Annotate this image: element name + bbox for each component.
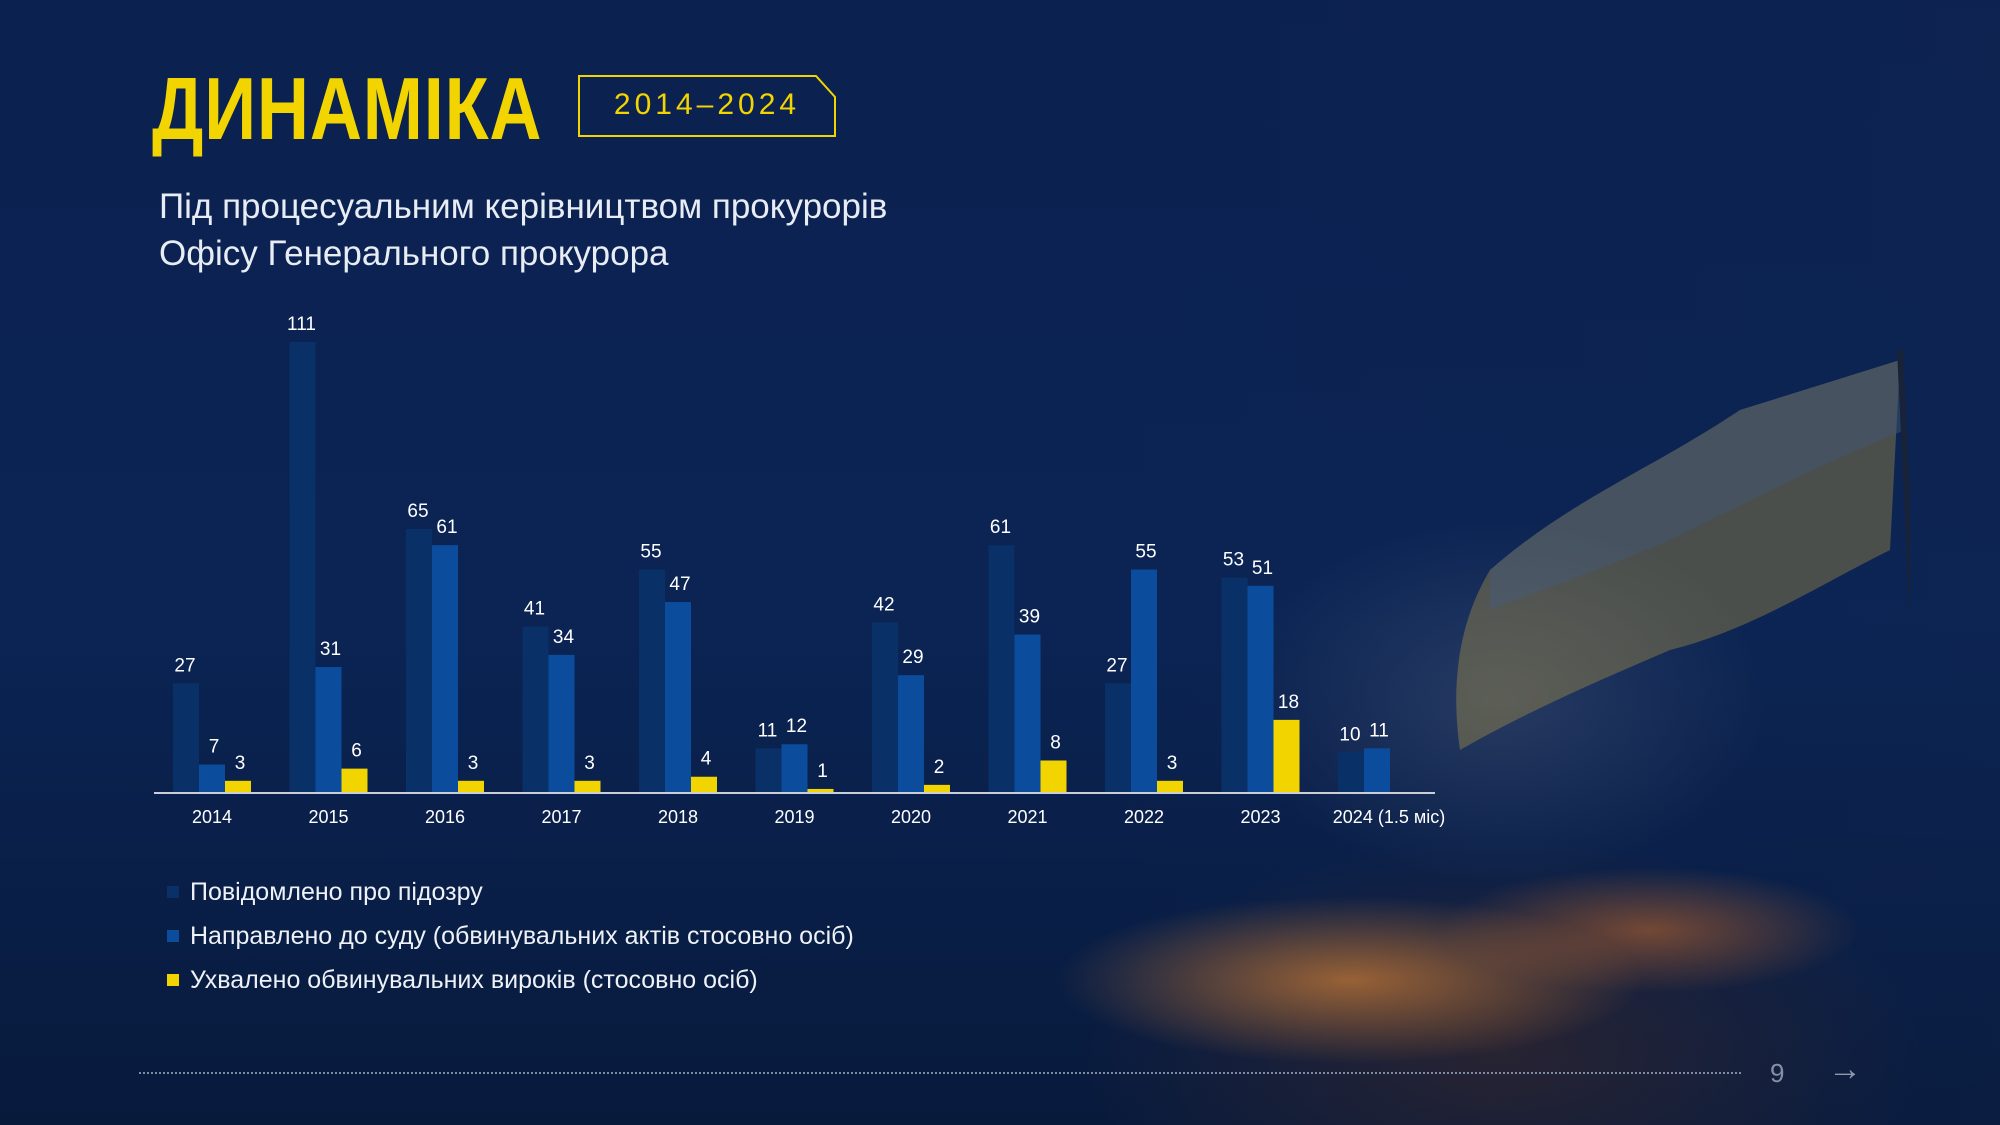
legend-swatch <box>167 974 179 986</box>
data-label: 61 <box>990 517 1011 538</box>
legend-swatch <box>167 930 179 942</box>
x-tick-label: 2014 <box>192 807 232 827</box>
page-title: ДИНАМІКА <box>152 59 543 158</box>
data-label: 34 <box>553 627 575 648</box>
data-label: 39 <box>1019 607 1040 628</box>
data-label: 8 <box>1050 732 1061 753</box>
badge-frame <box>578 75 836 137</box>
legend-label: Ухвалено обвинувальних вироків (стосовно… <box>190 965 758 994</box>
bar-verdicts <box>691 776 717 793</box>
bar-verdicts <box>1040 760 1067 793</box>
data-label: 4 <box>701 749 712 770</box>
legend-item-court: Направлено до суду (обвинувальних актів … <box>167 914 854 958</box>
x-tick-label: 2020 <box>891 807 931 827</box>
bar-court <box>781 744 808 793</box>
data-label: 53 <box>1223 550 1244 571</box>
bar-court <box>548 654 575 793</box>
bar-suspicion <box>1105 683 1131 793</box>
bar-verdicts <box>225 780 251 793</box>
bar-court <box>665 602 691 793</box>
subtitle: Під процесуальним керівництвом прокурорі… <box>159 183 887 277</box>
x-tick-label: 2018 <box>658 807 698 827</box>
data-label: 42 <box>873 594 894 615</box>
data-label: 3 <box>235 753 246 774</box>
subtitle-line-1: Під процесуальним керівництвом прокурорі… <box>159 187 888 226</box>
legend-item-suspicion: Повідомлено про підозру <box>167 870 854 914</box>
period-badge: 2014–2024 <box>578 75 836 137</box>
data-label: 3 <box>468 753 479 774</box>
bar-verdicts <box>1273 719 1300 793</box>
bar-suspicion <box>639 569 665 793</box>
data-label: 111 <box>287 314 316 335</box>
bar-suspicion <box>1221 577 1248 793</box>
x-tick-label: 2019 <box>774 807 814 827</box>
data-label: 31 <box>320 639 341 660</box>
arrow-right-icon[interactable]: → <box>1828 1050 1862 1088</box>
data-label: 11 <box>758 720 778 741</box>
data-label: 27 <box>174 655 195 676</box>
bar-verdicts <box>458 780 484 793</box>
bar-court <box>1364 748 1390 793</box>
bar-verdicts <box>574 780 601 793</box>
bar-suspicion <box>173 683 199 793</box>
period-badge-text: 2014–2024 <box>613 88 801 121</box>
data-label: 41 <box>524 598 545 619</box>
x-tick-label: 2021 <box>1007 807 1047 827</box>
data-label: 7 <box>209 737 220 758</box>
bar-court <box>1131 569 1157 793</box>
data-label: 3 <box>584 753 595 774</box>
data-label: 65 <box>407 501 428 522</box>
bar-court <box>1247 585 1274 793</box>
data-label: 55 <box>1135 542 1156 563</box>
bar-verdicts <box>1157 780 1183 793</box>
x-tick-label: 2017 <box>541 807 581 827</box>
page-number: 9 <box>1770 1058 1785 1088</box>
bar-suspicion <box>872 622 898 793</box>
legend-label: Направлено до суду (обвинувальних актів … <box>190 921 854 950</box>
legend-label: Повідомлено про підозру <box>190 877 483 906</box>
data-label: 55 <box>640 542 661 563</box>
data-label: 3 <box>1167 753 1178 774</box>
bar-court <box>432 545 458 793</box>
data-label: 12 <box>786 716 807 737</box>
x-tick-label: 2023 <box>1240 807 1280 827</box>
bar-court <box>898 675 924 793</box>
bar-verdicts <box>341 768 368 793</box>
data-label: 1 <box>817 761 828 782</box>
chart-legend: Повідомлено про підозру Направлено до су… <box>167 870 854 1002</box>
x-tick-label: 2015 <box>308 807 348 827</box>
data-label: 47 <box>669 574 690 595</box>
x-tick-label: 2016 <box>425 807 465 827</box>
data-label: 11 <box>1369 720 1389 741</box>
legend-item-verdicts: Ухвалено обвинувальних вироків (стосовно… <box>167 958 854 1002</box>
data-label: 29 <box>902 647 923 668</box>
data-label: 51 <box>1252 558 1273 579</box>
bar-court <box>1014 634 1041 793</box>
x-tick-label: 2022 <box>1124 807 1164 827</box>
data-label: 2 <box>934 757 945 778</box>
bar-court <box>315 667 342 793</box>
bar-court <box>199 764 225 793</box>
data-label: 6 <box>351 741 362 762</box>
data-label: 27 <box>1106 655 1127 676</box>
bar-suspicion <box>1338 752 1364 793</box>
data-label: 18 <box>1278 692 1299 713</box>
footer-divider <box>139 1072 1741 1074</box>
x-tick-label: 2024 (1.5 міс) <box>1333 807 1445 827</box>
data-label: 61 <box>436 517 457 538</box>
data-label: 10 <box>1339 724 1360 745</box>
bar-suspicion <box>755 748 782 793</box>
bar-suspicion <box>289 342 316 793</box>
legend-swatch <box>167 886 179 898</box>
bar-verdicts <box>807 788 834 793</box>
bar-suspicion <box>988 545 1015 793</box>
bar-suspicion <box>406 528 432 793</box>
bar-suspicion <box>522 626 549 793</box>
bar-verdicts <box>924 784 950 793</box>
subtitle-line-2: Офісу Генерального прокурора <box>159 234 669 273</box>
